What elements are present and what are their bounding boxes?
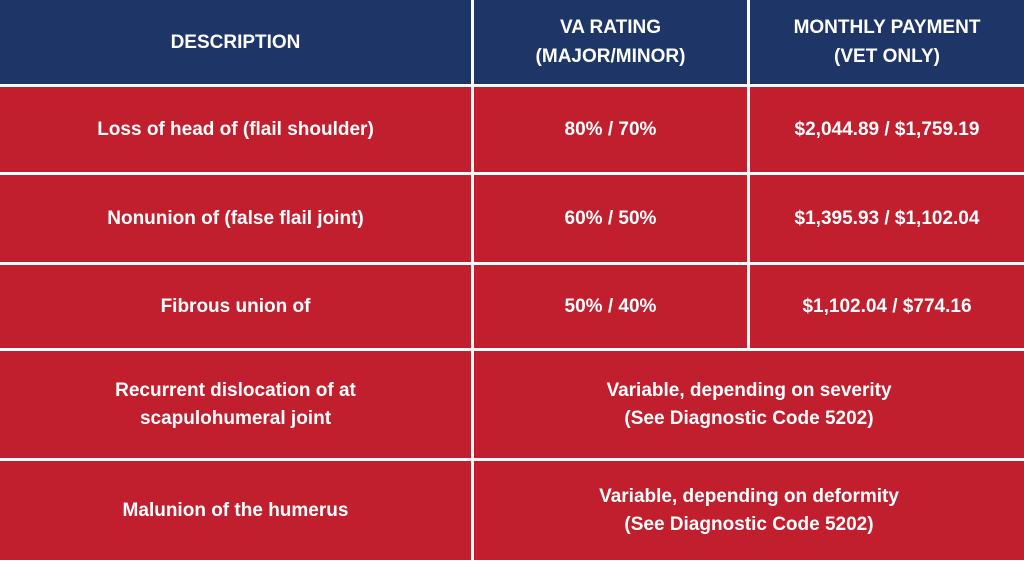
row-rating-text: 50% / 40% [564,295,657,317]
row-rating-text: 80% / 70% [564,118,657,140]
header-description-label: DESCRIPTION [170,31,301,53]
table-row-description: Loss of head of (flail shoulder) [0,87,474,175]
table-row-rating: 60% / 50% [474,175,750,265]
header-description: DESCRIPTION [0,0,474,87]
row-description-text: Loss of head of (flail shoulder) [97,118,374,140]
header-va-rating: VA RATING (MAJOR/MINOR) [474,0,750,87]
table-row-description: Fibrous union of [0,265,474,351]
row-merged-line1: Variable, depending on severity [606,379,892,401]
table-row-description: Nonunion of (false flail joint) [0,175,474,265]
row-payment-text: $1,102.04 / $774.16 [802,295,972,317]
row-description-line1: Recurrent dislocation of at [115,379,356,401]
table-row-payment: $1,395.93 / $1,102.04 [750,175,1024,265]
table-row-description: Malunion of the humerus [0,461,474,560]
table-row-payment: $2,044.89 / $1,759.19 [750,87,1024,175]
header-monthly-payment: MONTHLY PAYMENT (VET ONLY) [750,0,1024,87]
row-merged-line2: (See Diagnostic Code 5202) [624,513,874,535]
row-description-line2: scapulohumeral joint [139,407,332,429]
header-monthly-line2: (VET ONLY) [834,46,940,67]
header-va-rating-line2: (MAJOR/MINOR) [535,46,686,67]
header-monthly-line1: MONTHLY PAYMENT [793,17,981,38]
table-row-merged-note: Variable, depending on deformity (See Di… [474,461,1024,560]
row-merged-line1: Variable, depending on deformity [599,485,899,507]
table-row-payment: $1,102.04 / $774.16 [750,265,1024,351]
row-description-text: Malunion of the humerus [122,499,349,521]
table-row-rating: 80% / 70% [474,87,750,175]
row-merged-line2: (See Diagnostic Code 5202) [624,407,874,429]
header-va-rating-line1: VA RATING [560,17,661,38]
row-payment-text: $1,395.93 / $1,102.04 [794,207,980,229]
table-row-rating: 50% / 40% [474,265,750,351]
row-rating-text: 60% / 50% [564,207,657,229]
row-payment-text: $2,044.89 / $1,759.19 [794,118,980,140]
table-row-description: Recurrent dislocation of at scapulohumer… [0,351,474,461]
table-row-merged-note: Variable, depending on severity (See Dia… [474,351,1024,461]
row-description-text: Nonunion of (false flail joint) [107,207,364,229]
row-description-text: Fibrous union of [160,295,311,317]
